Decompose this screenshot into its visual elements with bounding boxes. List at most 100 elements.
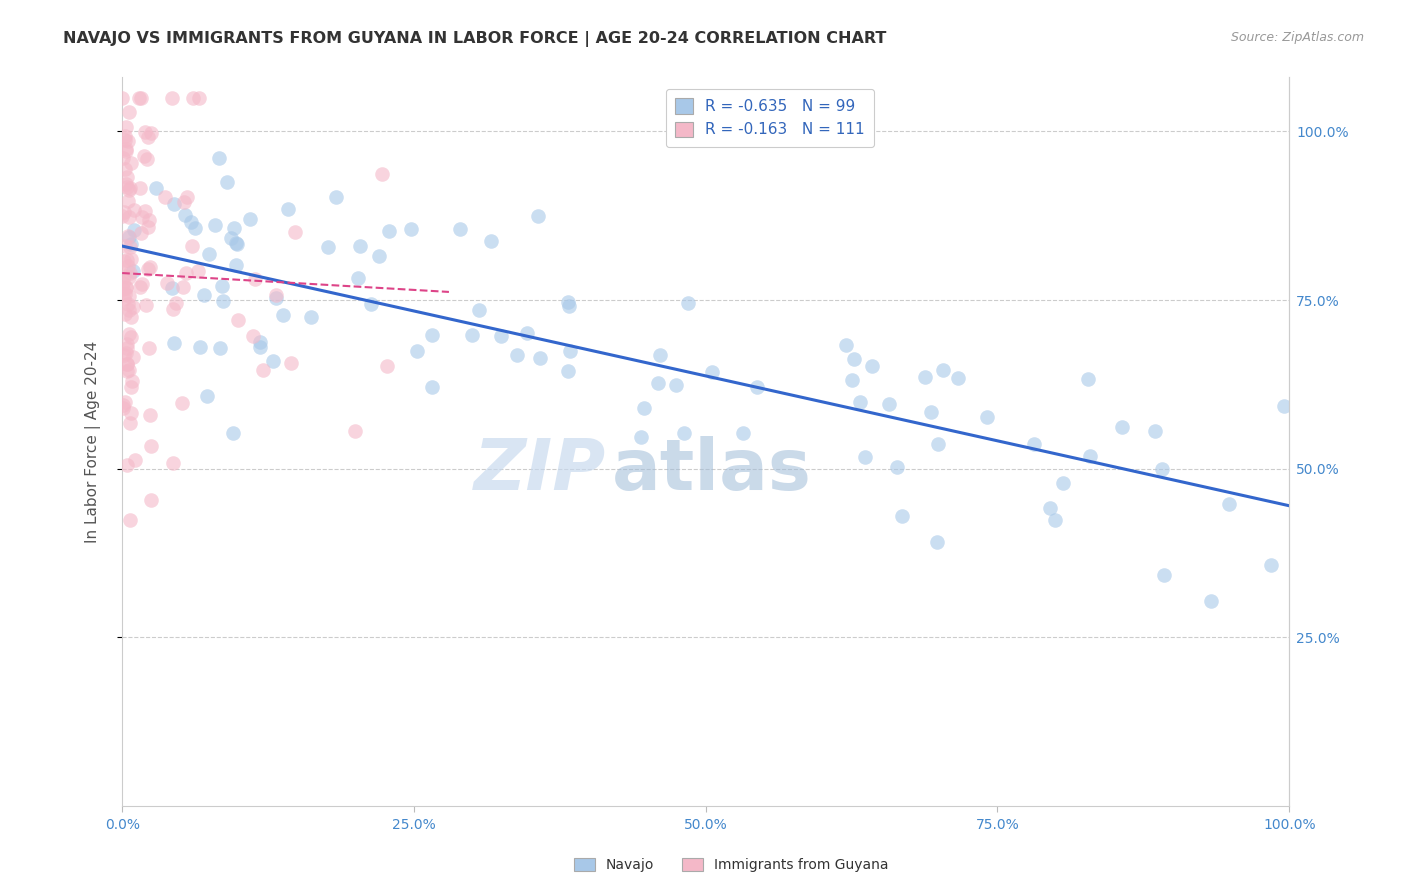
Point — [420, 380, 443, 394]
Point — [648, 348, 671, 362]
Point — [208, 152, 231, 166]
Point — [114, 133, 136, 147]
Point — [877, 397, 900, 411]
Point — [842, 352, 865, 367]
Point — [117, 364, 139, 378]
Point — [665, 377, 688, 392]
Point — [212, 294, 235, 309]
Point — [163, 336, 186, 351]
Point — [835, 338, 858, 352]
Point — [120, 252, 142, 266]
Point — [114, 239, 136, 253]
Point — [112, 292, 135, 306]
Point — [118, 327, 141, 342]
Point — [172, 280, 194, 294]
Point — [633, 401, 655, 415]
Point — [118, 363, 141, 377]
Point — [558, 344, 581, 359]
Point — [215, 175, 238, 189]
Point — [120, 156, 142, 170]
Point — [491, 328, 513, 343]
Point — [262, 353, 284, 368]
Point — [139, 260, 162, 274]
Point — [219, 230, 242, 244]
Point — [174, 266, 197, 280]
Point — [368, 249, 391, 263]
Point — [347, 271, 370, 285]
Point — [114, 177, 136, 191]
Point — [160, 281, 183, 295]
Point — [841, 373, 863, 387]
Point — [114, 128, 136, 143]
Point — [118, 181, 141, 195]
Point — [117, 297, 139, 311]
Point — [115, 346, 138, 360]
Point — [136, 153, 159, 167]
Point — [188, 91, 211, 105]
Point — [1144, 424, 1167, 438]
Point — [173, 209, 195, 223]
Point — [181, 91, 204, 105]
Point — [948, 371, 970, 385]
Point — [118, 289, 141, 303]
Point — [853, 450, 876, 464]
Point — [211, 279, 233, 293]
Point — [360, 297, 382, 311]
Point — [1272, 399, 1295, 413]
Point — [849, 395, 872, 409]
Point — [117, 194, 139, 208]
Point — [115, 281, 138, 295]
Point — [129, 279, 152, 293]
Point — [558, 299, 581, 313]
Point — [914, 370, 936, 384]
Point — [120, 310, 142, 324]
Point — [284, 226, 307, 240]
Point — [1199, 594, 1222, 608]
Point — [745, 380, 768, 394]
Point — [506, 348, 529, 362]
Point — [349, 239, 371, 253]
Point — [118, 229, 141, 244]
Point — [112, 268, 135, 283]
Point — [343, 425, 366, 439]
Point — [180, 215, 202, 229]
Point — [112, 205, 135, 219]
Point — [277, 202, 299, 217]
Point — [156, 277, 179, 291]
Point — [371, 167, 394, 181]
Point — [115, 120, 138, 134]
Point — [162, 456, 184, 470]
Point — [136, 220, 159, 235]
Point — [242, 328, 264, 343]
Point — [114, 286, 136, 301]
Point — [529, 351, 551, 366]
Point — [316, 240, 339, 254]
Point — [136, 262, 159, 277]
Point — [118, 270, 141, 285]
Point — [673, 425, 696, 440]
Point — [925, 535, 948, 549]
Point — [406, 343, 429, 358]
Point — [139, 492, 162, 507]
Point — [118, 105, 141, 120]
Point — [1078, 450, 1101, 464]
Point — [927, 437, 949, 451]
Point — [932, 363, 955, 377]
Point — [115, 342, 138, 356]
Point — [252, 363, 274, 377]
Point — [114, 395, 136, 409]
Point — [481, 235, 503, 249]
Point — [976, 410, 998, 425]
Text: Source: ZipAtlas.com: Source: ZipAtlas.com — [1230, 31, 1364, 45]
Point — [460, 328, 482, 343]
Point — [195, 389, 218, 403]
Point — [129, 180, 152, 194]
Point — [120, 239, 142, 253]
Point — [120, 380, 142, 394]
Point — [226, 312, 249, 326]
Point — [678, 296, 700, 310]
Point — [153, 190, 176, 204]
Point — [299, 310, 322, 325]
Point — [1153, 568, 1175, 582]
Point — [249, 335, 271, 350]
